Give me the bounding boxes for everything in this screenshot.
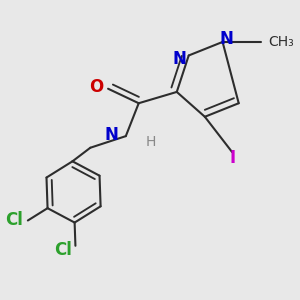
Text: N: N <box>105 126 119 144</box>
Text: N: N <box>172 50 186 68</box>
Text: Cl: Cl <box>5 211 23 229</box>
Text: I: I <box>229 149 235 167</box>
Text: O: O <box>89 78 103 96</box>
Text: N: N <box>220 30 233 48</box>
Text: H: H <box>146 135 156 149</box>
Text: Cl: Cl <box>54 241 72 259</box>
Text: CH₃: CH₃ <box>268 35 294 49</box>
